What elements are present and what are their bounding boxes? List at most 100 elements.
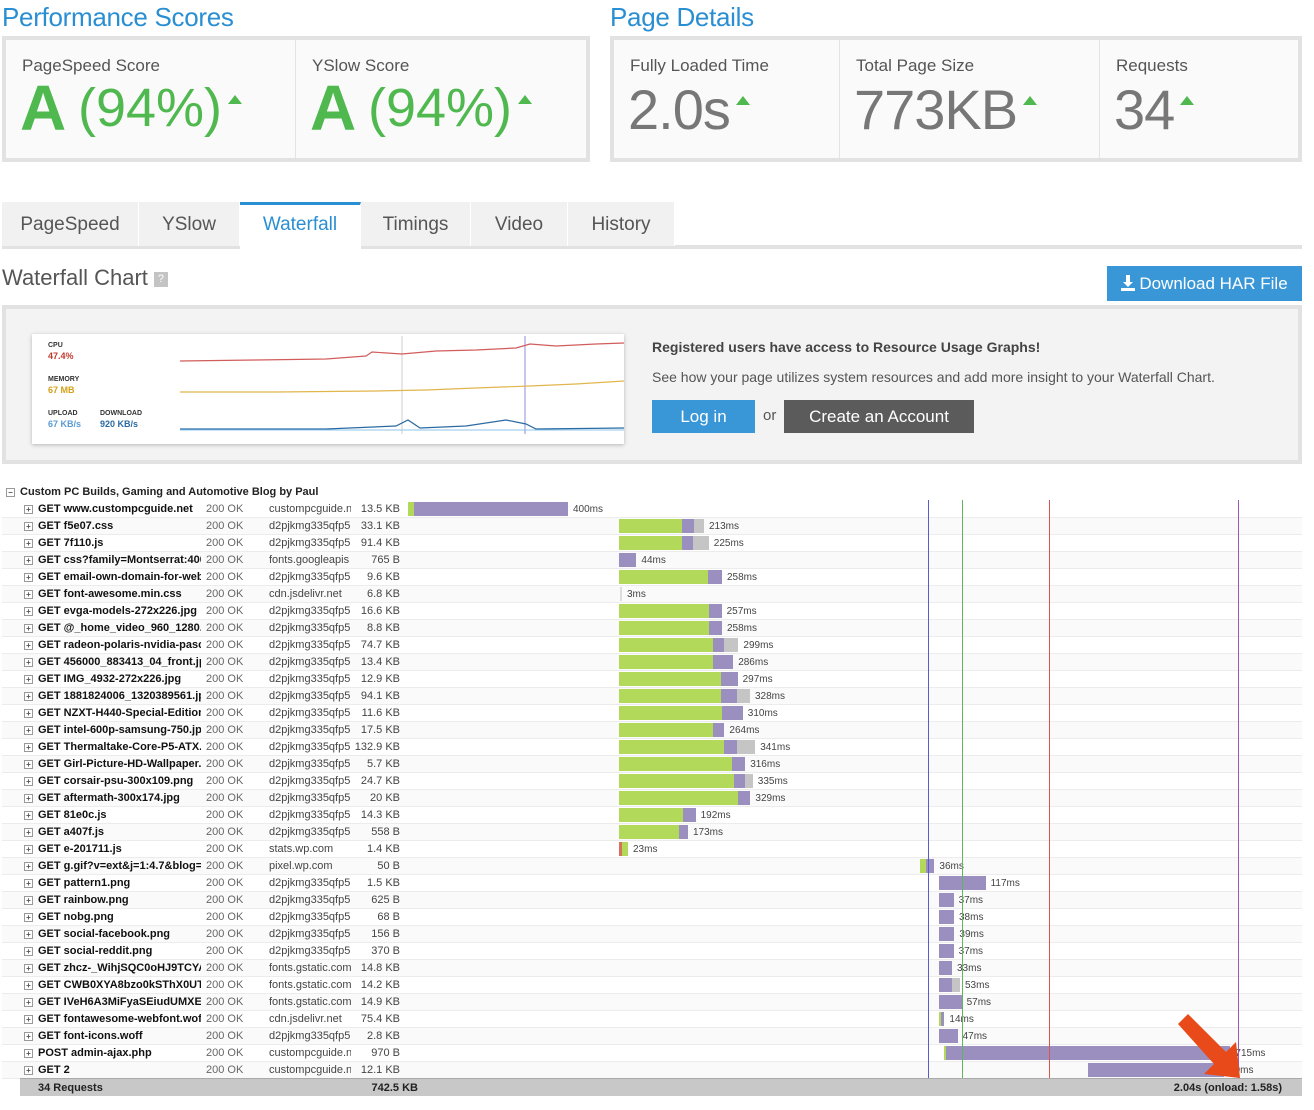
waterfall-row[interactable]: + GET e-201711.js 200 OK stats.wp.com 1.4 KB… bbox=[2, 841, 1302, 858]
waterfall-row[interactable]: + GET 456000_883413_04_front.jpg 200 OK d2p… bbox=[2, 654, 1302, 671]
expand-icon[interactable]: + bbox=[24, 896, 33, 905]
waterfall-row[interactable]: + GET font-awesome.min.css 200 OK cdn.jsdel… bbox=[2, 586, 1302, 603]
expand-icon[interactable]: + bbox=[24, 1066, 33, 1075]
waterfall-root-page[interactable]: − Custom PC Builds, Gaming and Automotive… bbox=[2, 484, 318, 500]
waterfall-row[interactable]: + GET radeon-polaris-nvidia-pascal.jpg 200… bbox=[2, 637, 1302, 654]
expand-icon[interactable]: + bbox=[24, 964, 33, 973]
tab-waterfall[interactable]: Waterfall bbox=[240, 202, 361, 250]
waterfall-row[interactable]: + GET font-icons.woff 200 OK d2pjkmg335qfp5… bbox=[2, 1028, 1302, 1045]
help-icon[interactable]: ? bbox=[153, 271, 168, 287]
expand-icon[interactable]: + bbox=[24, 981, 33, 990]
waterfall-row[interactable]: + GET corsair-psu-300x109.png 200 OK d2pjkm… bbox=[2, 773, 1302, 790]
waterfall-row[interactable]: + GET f5e07.css 200 OK d2pjkmg335qfp5 33.1 K… bbox=[2, 518, 1302, 535]
timing-bar-purple bbox=[938, 1029, 958, 1043]
expand-icon[interactable]: + bbox=[24, 505, 33, 514]
expand-icon[interactable]: + bbox=[24, 913, 33, 922]
tab-video[interactable]: Video bbox=[471, 202, 568, 246]
waterfall-row[interactable]: + GET evga-models-272x226.jpg 200 OK d2pjkm… bbox=[2, 603, 1302, 620]
request-duration: 30ms bbox=[1229, 1065, 1254, 1076]
expand-icon[interactable]: + bbox=[24, 930, 33, 939]
expand-icon[interactable]: + bbox=[24, 879, 33, 888]
expand-icon[interactable]: + bbox=[24, 658, 33, 667]
waterfall-row[interactable]: + GET @_home_video_960_1280.jpg 200 OK d2pj… bbox=[2, 620, 1302, 637]
waterfall-row[interactable]: + GET CWB0XYA8bzo0kSThX0UTuA.woff2 200 OK f… bbox=[2, 977, 1302, 994]
expand-icon[interactable]: + bbox=[24, 573, 33, 582]
waterfall-row[interactable]: + GET pattern1.png 200 OK d2pjkmg335qfp5 1.5… bbox=[2, 875, 1302, 892]
expand-icon[interactable]: + bbox=[24, 1032, 33, 1041]
expand-icon[interactable]: + bbox=[24, 811, 33, 820]
expand-icon[interactable]: + bbox=[24, 862, 33, 871]
expand-icon[interactable]: + bbox=[24, 845, 33, 854]
timing-bar-green bbox=[618, 536, 682, 550]
expand-icon[interactable]: + bbox=[24, 590, 33, 599]
timing-bar-green bbox=[618, 757, 732, 771]
waterfall-row[interactable]: + GET intel-600p-samsung-750.jpg 200 OK d2p… bbox=[2, 722, 1302, 739]
waterfall-row[interactable]: + GET css?family=Montserrat:400,700 200 OK… bbox=[2, 552, 1302, 569]
waterfall-row[interactable]: + POST admin-ajax.php 200 OK custompcguide.… bbox=[2, 1045, 1302, 1062]
expand-icon[interactable]: + bbox=[24, 607, 33, 616]
waterfall-row[interactable]: + GET IMG_4932-272x226.jpg 200 OK d2pjkmg33… bbox=[2, 671, 1302, 688]
expand-icon[interactable]: + bbox=[24, 641, 33, 650]
expand-icon[interactable]: + bbox=[24, 760, 33, 769]
tab-pagespeed[interactable]: PageSpeed bbox=[2, 202, 139, 246]
expand-icon[interactable]: + bbox=[24, 624, 33, 633]
expand-icon[interactable]: + bbox=[24, 1015, 33, 1024]
timing-bar-purple bbox=[938, 893, 954, 907]
pagespeed-score-box: PageSpeed Score A (94%) bbox=[6, 40, 296, 158]
expand-icon[interactable]: + bbox=[24, 556, 33, 565]
waterfall-row[interactable]: + GET aftermath-300x174.jpg 200 OK d2pjkmg3… bbox=[2, 790, 1302, 807]
waterfall-row[interactable]: + GET www.custompcguide.net 200 OK custompc… bbox=[2, 501, 1302, 518]
waterfall-row[interactable]: + GET zhcz-_WihjSQC0oHJ9TCYAFFpi.woff2 200… bbox=[2, 960, 1302, 977]
expand-icon[interactable]: + bbox=[24, 692, 33, 701]
request-domain: fonts.googleapis bbox=[269, 554, 350, 566]
waterfall-row[interactable]: + GET social-facebook.png 200 OK d2pjkmg335… bbox=[2, 926, 1302, 943]
waterfall-row[interactable]: + GET rainbow.png 200 OK d2pjkmg335qfp5 625 … bbox=[2, 892, 1302, 909]
timing-bar-purple bbox=[733, 774, 745, 788]
collapse-icon[interactable]: − bbox=[6, 487, 15, 497]
expand-icon[interactable]: + bbox=[24, 743, 33, 752]
request-status: 200 OK bbox=[206, 945, 244, 957]
expand-icon[interactable]: + bbox=[24, 675, 33, 684]
request-size: 132.9 KB bbox=[354, 741, 400, 753]
waterfall-row[interactable]: + GET g.gif?v=ext&j=1:4.7&blog=1 200 OK pix… bbox=[2, 858, 1302, 875]
waterfall-row[interactable]: + GET 81e0c.js 200 OK d2pjkmg335qfp5 14.3 KB… bbox=[2, 807, 1302, 824]
waterfall-row[interactable]: + GET fontawesome-webfont.woff2 200 OK cdn.… bbox=[2, 1011, 1302, 1028]
waterfall-row[interactable]: + GET Thermaltake-Core-P5-ATX.jpg 200 OK d2… bbox=[2, 739, 1302, 756]
log-in-button[interactable]: Log in bbox=[652, 400, 755, 433]
waterfall-row[interactable]: + GET a407f.js 200 OK d2pjkmg335qfp5 558 B 17… bbox=[2, 824, 1302, 841]
waterfall-row[interactable]: + GET Girl-Picture-HD-Wallpaper.jpg 200 OK… bbox=[2, 756, 1302, 773]
expand-icon[interactable]: + bbox=[24, 828, 33, 837]
create-account-button[interactable]: Create an Account bbox=[784, 400, 974, 433]
request-size: 5.7 KB bbox=[366, 758, 400, 770]
expand-icon[interactable]: + bbox=[24, 947, 33, 956]
tab-yslow[interactable]: YSlow bbox=[139, 202, 240, 246]
tab-timings[interactable]: Timings bbox=[361, 202, 471, 246]
download-label: DOWNLOAD bbox=[100, 410, 142, 417]
waterfall-row[interactable]: + GET nobg.png 200 OK d2pjkmg335qfp5 68 B 38m… bbox=[2, 909, 1302, 926]
request-domain: d2pjkmg335qfp5 bbox=[269, 894, 351, 906]
request-size: 970 B bbox=[371, 1047, 400, 1059]
expand-icon[interactable]: + bbox=[24, 539, 33, 548]
waterfall-row[interactable]: + GET social-reddit.png 200 OK d2pjkmg335qf… bbox=[2, 943, 1302, 960]
expand-icon[interactable]: + bbox=[24, 709, 33, 718]
waterfall-row[interactable]: + GET NZXT-H440-Special-Edition.jpg 200 OK… bbox=[2, 705, 1302, 722]
expand-icon[interactable]: + bbox=[24, 777, 33, 786]
waterfall-row[interactable]: + GET 1881824006_1320389561.jpg 200 OK d2pj… bbox=[2, 688, 1302, 705]
download-har-button[interactable]: Download HAR File bbox=[1107, 266, 1302, 301]
timing-bar-purple bbox=[682, 519, 694, 533]
expand-icon[interactable]: + bbox=[24, 726, 33, 735]
expand-icon[interactable]: + bbox=[24, 998, 33, 1007]
waterfall-row[interactable]: + GET 7f110.js 200 OK d2pjkmg335qfp5 91.4 KB… bbox=[2, 535, 1302, 552]
request-status: 200 OK bbox=[206, 588, 244, 600]
waterfall-row[interactable]: + GET email-own-domain-for-website.png 200… bbox=[2, 569, 1302, 586]
expand-icon[interactable]: + bbox=[24, 1049, 33, 1058]
request-domain: d2pjkmg335qfp5 bbox=[269, 792, 351, 804]
request-url: GET email-own-domain-for-website.png bbox=[38, 571, 201, 583]
tab-history[interactable]: History bbox=[568, 202, 675, 246]
timing-bar-green bbox=[618, 706, 722, 720]
expand-icon[interactable]: + bbox=[24, 522, 33, 531]
waterfall-row[interactable]: + GET 2 200 OK custompcguide.net 12.1 KB 30ms bbox=[2, 1062, 1302, 1079]
expand-icon[interactable]: + bbox=[24, 794, 33, 803]
request-domain: d2pjkmg335qfp5 bbox=[269, 758, 351, 770]
waterfall-row[interactable]: + GET IVeH6A3MiFyaSEiudUMXE.woff2 200 OK fo… bbox=[2, 994, 1302, 1011]
